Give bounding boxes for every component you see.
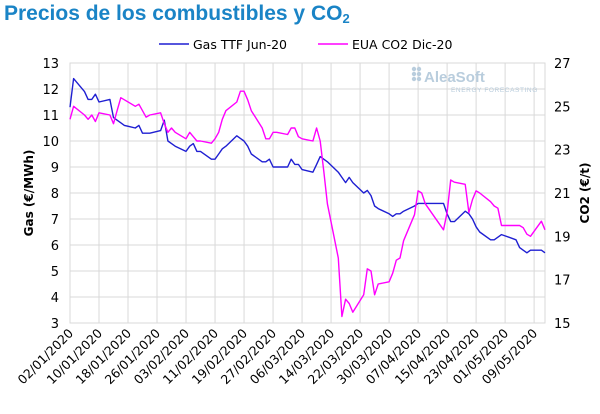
legend: Gas TTF Jun-20 EUA CO2 Dic-20 bbox=[159, 37, 452, 52]
y-left-tick-label: 6 bbox=[51, 239, 59, 254]
y-right-tick-label: 21 bbox=[554, 187, 571, 202]
y-left-tick-label: 9 bbox=[51, 161, 59, 176]
y-right-tick-label: 23 bbox=[554, 144, 571, 159]
chart-title: Precios de los combustibles y CO2 bbox=[4, 2, 350, 26]
x-axis-ticks: 02/01/202010/01/202018/01/202026/01/2020… bbox=[15, 325, 541, 387]
y-left-tick-label: 7 bbox=[51, 213, 59, 228]
y-left-tick-label: 13 bbox=[42, 57, 59, 72]
legend-label-gas: Gas TTF Jun-20 bbox=[193, 37, 287, 52]
aleasoft-watermark: AleaSoft ENERGY FORECASTING bbox=[411, 66, 538, 94]
y-axis-right-ticks: 15 17 19 21 23 25 27 bbox=[554, 57, 571, 332]
y-axis-left-ticks: 3 4 5 6 7 8 9 10 11 12 13 bbox=[42, 57, 59, 332]
y-axis-right-label: CO2 (€/t) bbox=[578, 163, 592, 224]
series-lines bbox=[69, 77, 546, 318]
y-right-tick-label: 17 bbox=[554, 274, 571, 289]
y-left-tick-label: 3 bbox=[51, 317, 59, 332]
plot-border bbox=[69, 62, 546, 324]
chart-title-subscript: 2 bbox=[342, 11, 350, 26]
y-left-tick-label: 10 bbox=[42, 135, 59, 150]
plot-area bbox=[69, 62, 546, 324]
y-left-tick-label: 11 bbox=[42, 109, 59, 124]
y-left-tick-label: 12 bbox=[42, 83, 59, 98]
watermark-tagline: ENERGY FORECASTING bbox=[451, 87, 538, 94]
y-right-tick-label: 25 bbox=[554, 100, 571, 115]
y-right-tick-label: 19 bbox=[554, 230, 571, 245]
y-right-tick-label: 15 bbox=[554, 317, 571, 332]
y-axis-left-label: Gas (€/MWh) bbox=[22, 150, 36, 237]
series-line-co2 bbox=[69, 90, 546, 318]
y-left-tick-label: 4 bbox=[51, 291, 59, 306]
watermark-brand: AleaSoft bbox=[424, 69, 485, 86]
y-right-tick-label: 27 bbox=[554, 57, 571, 72]
series-line-gas bbox=[69, 77, 546, 254]
aleasoft-logo-icon bbox=[411, 66, 422, 82]
legend-label-co2: EUA CO2 Dic-20 bbox=[352, 37, 452, 52]
y-left-tick-label: 8 bbox=[51, 187, 59, 202]
y-left-tick-label: 5 bbox=[51, 265, 59, 280]
grid-lines bbox=[69, 62, 545, 324]
chart-title-text: Precios de los combustibles y CO bbox=[4, 2, 343, 25]
